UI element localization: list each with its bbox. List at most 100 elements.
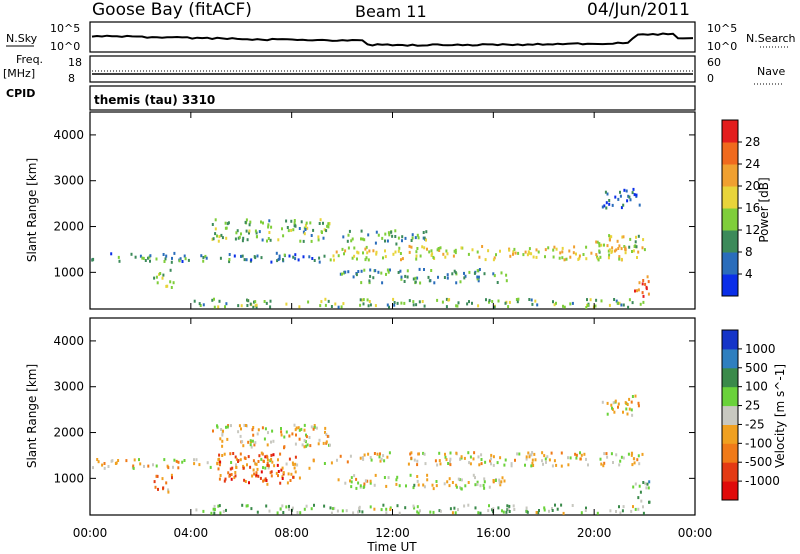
freq-panel-frame bbox=[89, 55, 696, 83]
power-echo-mark bbox=[404, 274, 407, 278]
power-echo-mark bbox=[226, 222, 229, 226]
velocity-echo-mark bbox=[455, 451, 458, 455]
velocity-echo-mark bbox=[303, 423, 306, 427]
power-echo-mark bbox=[608, 199, 611, 202]
power-echo-mark bbox=[414, 276, 417, 280]
power-echo-mark bbox=[384, 255, 387, 259]
x-tick-label: 00:00 bbox=[678, 526, 713, 540]
velocity-echo-mark bbox=[282, 511, 285, 514]
power-echo-mark bbox=[412, 277, 415, 281]
velocity-echo-mark bbox=[235, 457, 238, 461]
power-echo-mark bbox=[421, 300, 424, 303]
velocity-echo-mark bbox=[264, 477, 267, 481]
velocity-echo-mark bbox=[480, 453, 483, 457]
power-echo-mark bbox=[267, 223, 270, 227]
velocity-colorbar-segment bbox=[722, 462, 738, 482]
velocity-echo-mark bbox=[610, 452, 613, 456]
velocity-echo-mark bbox=[488, 485, 491, 489]
velocity-echo-mark bbox=[165, 481, 168, 485]
velocity-echo-mark bbox=[171, 476, 173, 480]
velocity-echo-mark bbox=[230, 473, 233, 476]
velocity-echo-mark bbox=[436, 463, 439, 467]
power-echo-mark bbox=[276, 259, 279, 263]
power-echo-mark bbox=[430, 253, 433, 257]
velocity-echo-mark bbox=[383, 459, 386, 463]
velocity-echo-mark bbox=[632, 485, 635, 489]
power-echo-mark bbox=[456, 304, 459, 308]
velocity-echo-mark bbox=[218, 453, 221, 457]
power-echo-mark bbox=[213, 297, 215, 301]
velocity-echo-mark bbox=[460, 455, 463, 459]
power-echo-mark bbox=[294, 257, 297, 261]
velocity-echo-mark bbox=[221, 433, 224, 437]
power-echo-mark bbox=[609, 238, 611, 242]
power-echo-mark bbox=[372, 276, 375, 280]
power-echo-mark bbox=[365, 256, 368, 260]
velocity-echo-mark bbox=[301, 443, 304, 447]
power-echo-mark bbox=[488, 298, 491, 302]
power-echo-mark bbox=[596, 255, 599, 259]
velocity-echo-mark bbox=[313, 503, 315, 507]
velocity-echo-mark bbox=[235, 463, 237, 467]
velocity-echo-mark bbox=[541, 451, 544, 455]
power-echo-mark bbox=[410, 239, 413, 242]
power-echo-mark bbox=[596, 240, 599, 244]
power-echo-mark bbox=[425, 238, 427, 242]
power-echo-mark bbox=[161, 276, 164, 280]
velocity-echo-mark bbox=[181, 460, 184, 464]
velocity-echo-mark bbox=[613, 410, 616, 414]
power-echo-mark bbox=[620, 206, 623, 210]
power-echo-mark bbox=[617, 197, 620, 201]
velocity-echo-mark bbox=[487, 509, 490, 513]
cpid-label: CPID bbox=[6, 87, 35, 100]
power-echo-mark bbox=[165, 284, 168, 288]
power-echo-mark bbox=[569, 302, 572, 306]
velocity-echo-mark bbox=[512, 504, 515, 508]
velocity-echo-mark bbox=[281, 475, 284, 479]
power-echo-mark bbox=[332, 254, 335, 258]
velocity-echo-mark bbox=[363, 453, 366, 457]
power-echo-mark bbox=[285, 302, 288, 306]
velocity-echo-mark bbox=[217, 504, 220, 508]
velocity-echo-mark bbox=[216, 424, 218, 428]
power-echo-mark bbox=[455, 304, 458, 308]
velocity-echo-mark bbox=[506, 504, 509, 508]
velocity-echo-mark bbox=[256, 467, 259, 471]
velocity-echo-mark bbox=[445, 458, 448, 462]
power-echo-mark bbox=[416, 276, 419, 280]
power-echo-mark bbox=[298, 227, 301, 230]
velocity-colorbar-segment bbox=[722, 386, 738, 407]
velocity-echo-mark bbox=[125, 459, 128, 463]
power-echo-mark bbox=[436, 298, 439, 302]
velocity-echo-mark bbox=[277, 458, 279, 462]
velocity-echo-mark bbox=[270, 453, 273, 457]
power-echo-mark bbox=[211, 237, 214, 241]
velocity-echo-mark bbox=[448, 484, 451, 488]
velocity-echo-mark bbox=[279, 452, 282, 456]
velocity-echo-mark bbox=[254, 462, 257, 466]
velocity-colorbar-tick-label: -25 bbox=[745, 417, 765, 431]
power-echo-mark bbox=[398, 246, 401, 250]
velocity-echo-mark bbox=[480, 458, 483, 461]
power-echo-mark bbox=[204, 254, 207, 258]
velocity-echo-mark bbox=[324, 426, 327, 430]
power-echo-mark bbox=[363, 238, 366, 242]
power-echo-mark bbox=[262, 221, 264, 225]
velocity-echo-mark bbox=[526, 510, 529, 514]
power-echo-mark bbox=[360, 281, 363, 285]
power-echo-mark bbox=[286, 226, 289, 229]
power-echo-mark bbox=[646, 275, 649, 279]
power-echo-mark bbox=[544, 248, 547, 252]
velocity-echo-mark bbox=[447, 462, 450, 465]
velocity-echo-mark bbox=[337, 478, 340, 482]
power-echo-mark bbox=[219, 256, 222, 260]
velocity-echo-mark bbox=[524, 463, 526, 467]
power-echo-mark bbox=[544, 255, 546, 259]
power-echo-mark bbox=[300, 220, 303, 224]
power-echo-mark bbox=[499, 249, 501, 253]
power-echo-mark bbox=[578, 254, 581, 258]
power-echo-mark bbox=[634, 240, 637, 244]
velocity-echo-mark bbox=[323, 504, 326, 508]
power-echo-mark bbox=[582, 253, 585, 256]
velocity-echo-mark bbox=[222, 429, 224, 433]
